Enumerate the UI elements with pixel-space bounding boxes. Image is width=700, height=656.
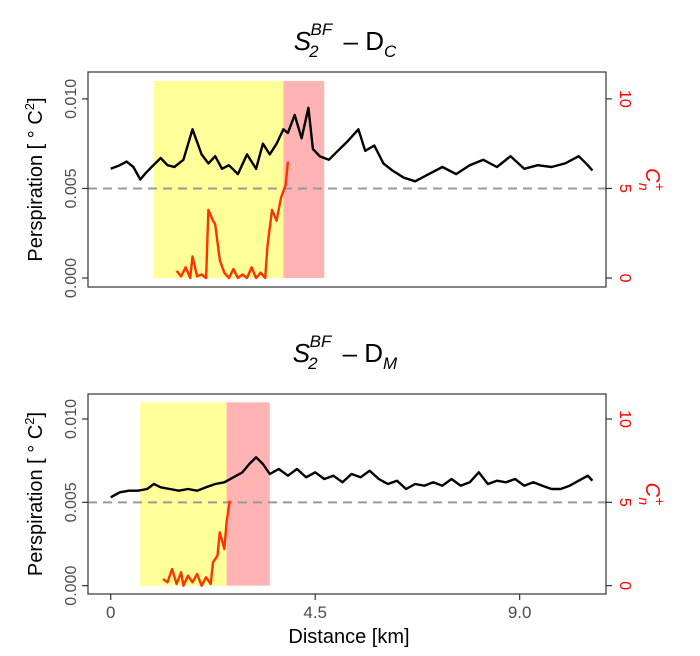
panel-bottom-ytick-label-0: 0.000: [63, 566, 80, 606]
panel-bottom-right-label: C+n: [636, 483, 668, 506]
panel-bottom-title-sup: BF: [310, 332, 333, 351]
panel-top-title-dsub: C: [384, 42, 397, 61]
panel-top-perspiration-line: [110, 106, 594, 183]
panel-bottom-xtick-label-0: 0: [106, 603, 115, 622]
panel-top-ytick-label-2: 0.010: [63, 79, 80, 119]
panel-bottom-xtick-label-2: 9.0: [508, 603, 532, 622]
panel-bottom-ylabel: Perspiration [ ° C2]: [22, 412, 47, 576]
panel-top-title: S2 BF – DC: [294, 20, 397, 61]
panel-top-title-dash: – D: [336, 26, 384, 56]
panel-top-y2tick-label-1: 5: [616, 184, 633, 193]
panel-top-y-axis: 0.000 0.005 0.010: [63, 79, 88, 298]
panel-top-y2tick-label-0: 0: [616, 274, 633, 283]
panel-bottom-frame: [87, 393, 607, 595]
panel-bottom-x-axis: 0 4.5 9.0: [106, 594, 532, 622]
panel-top-frame: [87, 71, 607, 288]
panel-bottom-cn-line: [162, 500, 231, 587]
panel-bottom-ytick-label-2: 0.010: [63, 399, 80, 439]
panel-bottom-y2-axis: 0 5 10: [606, 410, 633, 590]
panel-bottom-y-axis: 0.000 0.005 0.010: [63, 399, 88, 606]
panel-top: S2 BF – DC 0.000 0.005 0.010 0 5 10 Persp…: [22, 20, 668, 298]
panel-top-ytick-label-0: 0.000: [63, 258, 80, 298]
panel-bottom-title-dsub: M: [383, 354, 398, 373]
panel-top-ytick-label-1: 0.005: [63, 168, 80, 208]
panel-bottom-y2tick-label-0: 0: [616, 581, 633, 590]
panel-bottom-y2tick-label-2: 10: [616, 410, 633, 428]
panel-top-y2-axis: 0 5 10: [606, 90, 633, 283]
panel-bottom-title-main: S: [293, 338, 311, 368]
panel-top-ylabel: Perspiration [ ° C2]: [22, 97, 47, 261]
panel-bottom: S2 BF – DM 0.000 0.005 0.010 0 5 10: [22, 332, 668, 648]
panel-bottom-title: S2 BF – DM: [293, 332, 398, 373]
panel-bottom-band-yellow: [140, 402, 227, 586]
panel-top-y2tick-label-2: 10: [616, 90, 633, 108]
panel-top-title-sub: 2: [308, 42, 319, 61]
panel-bottom-band-red: [226, 402, 270, 586]
panel-bottom-title-dash: – D: [335, 338, 383, 368]
x-axis-label: Distance [km]: [288, 626, 409, 648]
panel-bottom-title-sub: 2: [307, 354, 318, 373]
panel-top-title-main: S: [294, 26, 312, 56]
panel-bottom-y2tick-label-1: 5: [616, 498, 633, 507]
panel-bottom-xtick-label-1: 4.5: [303, 603, 327, 622]
panel-top-cn-line: [175, 161, 290, 280]
panel-bottom-ytick-label-1: 0.005: [63, 482, 80, 522]
panel-top-right-label: C+n: [636, 168, 668, 191]
panel-top-band-red: [283, 80, 325, 279]
panel-top-title-sup: BF: [311, 20, 334, 39]
panel-bottom-perspiration-line: [110, 456, 594, 499]
